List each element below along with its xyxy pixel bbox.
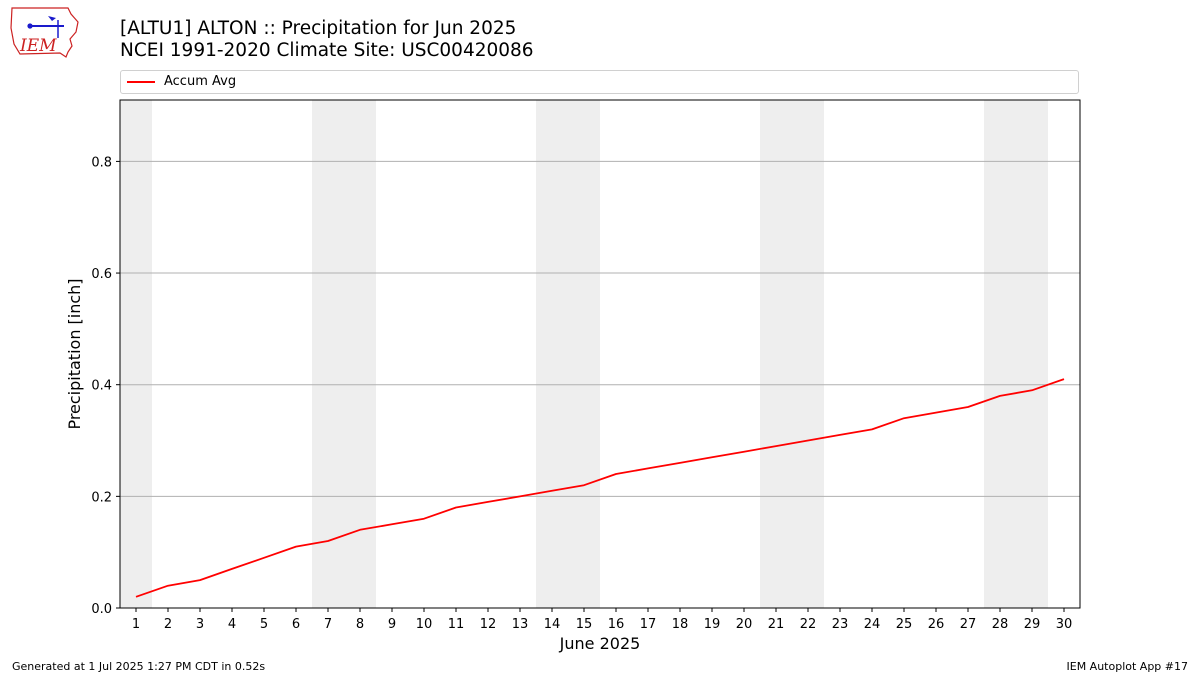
logo-dot — [27, 23, 33, 29]
y-tick-label: 0.4 — [91, 379, 112, 394]
x-tick-label: 19 — [704, 617, 721, 632]
logo-text: IEM — [19, 36, 57, 56]
iem-logo: IEM — [10, 7, 79, 58]
series-line-accum-avg — [135, 378, 1065, 598]
footer-app: IEM Autoplot App #17 — [1066, 660, 1189, 673]
x-tick-label: 9 — [388, 617, 396, 632]
x-tick-label: 14 — [544, 617, 561, 632]
x-tick-label: 26 — [928, 617, 945, 632]
x-tick-label: 30 — [1056, 617, 1073, 632]
weekend-band-29 — [1016, 100, 1048, 608]
x-tick-label: 11 — [448, 617, 465, 632]
x-tick-label: 3 — [196, 617, 204, 632]
x-tick-label: 1 — [132, 617, 140, 632]
chart-subtitle: NCEI 1991-2020 Climate Site: USC00420086 — [120, 40, 534, 61]
weekend-band-1 — [120, 100, 152, 608]
footer-generated: Generated at 1 Jul 2025 1:27 PM CDT in 0… — [12, 660, 266, 673]
y-axis-label: Precipitation [inch] — [65, 278, 84, 429]
y-tick-label: 0.6 — [91, 267, 112, 282]
weekend-band-14 — [536, 100, 568, 608]
x-tick-label: 25 — [896, 617, 913, 632]
weekend-band-8 — [344, 100, 376, 608]
x-tick-label: 12 — [480, 617, 497, 632]
weekend-band-15 — [568, 100, 600, 608]
x-tick-label: 22 — [800, 617, 817, 632]
x-tick-label: 20 — [736, 617, 753, 632]
legend-swatch-accum-avg — [127, 81, 155, 83]
x-tick-label: 23 — [832, 617, 849, 632]
x-tick-label: 24 — [864, 617, 881, 632]
x-tick-label: 17 — [640, 617, 657, 632]
y-tick-label: 0.8 — [91, 155, 112, 170]
logo-state-outline — [10, 7, 79, 58]
legend-label-accum-avg: Accum Avg — [164, 74, 237, 89]
y-tick-label: 0.2 — [91, 490, 112, 505]
x-tick-label: 2 — [164, 617, 172, 632]
x-tick-label: 4 — [228, 617, 236, 632]
x-tick-label: 7 — [324, 617, 332, 632]
weekend-band-21 — [760, 100, 792, 608]
x-tick-label: 15 — [576, 617, 593, 632]
x-tick-label: 16 — [608, 617, 625, 632]
x-tick-label: 5 — [260, 617, 268, 632]
legend: Accum Avg — [120, 70, 1079, 94]
x-tick-label: 8 — [356, 617, 364, 632]
x-tick-label: 6 — [292, 617, 300, 632]
x-tick-label: 18 — [672, 617, 689, 632]
chart-title: [ALTU1] ALTON :: Precipitation for Jun 2… — [120, 18, 517, 39]
weekend-band-7 — [312, 100, 344, 608]
plot-frame — [119, 99, 1081, 609]
x-tick-label: 21 — [768, 617, 785, 632]
y-tick-label: 0.0 — [91, 602, 112, 617]
x-tick-label: 13 — [512, 617, 529, 632]
x-tick-label: 10 — [416, 617, 433, 632]
x-tick-label: 27 — [960, 617, 977, 632]
x-tick-label: 28 — [992, 617, 1009, 632]
x-tick-label: 29 — [1024, 617, 1041, 632]
weekend-band-28 — [984, 100, 1016, 608]
logo-flag — [48, 16, 56, 21]
weekend-band-22 — [792, 100, 824, 608]
x-axis-label: June 2025 — [559, 634, 641, 653]
